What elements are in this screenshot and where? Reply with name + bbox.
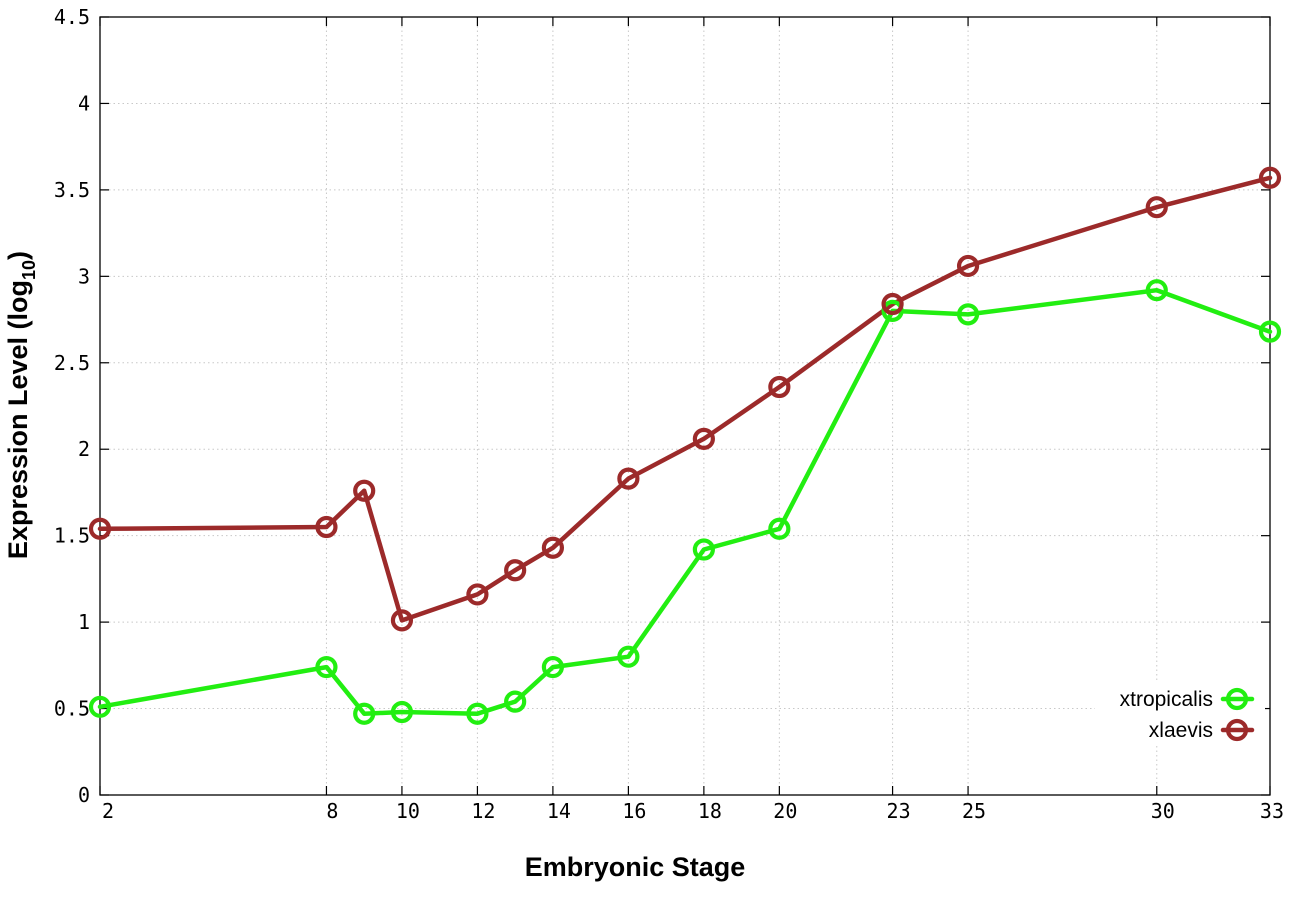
data-point-xtropicalis [956,303,980,326]
plot-frame [99,16,1271,796]
data-point-xlaevis [768,375,791,399]
data-point-xlaevis [466,583,489,606]
data-point-xlaevis [353,479,376,502]
x-tick-label: 12 [471,799,495,823]
y-axis-title-subscript: 10 [19,260,39,280]
data-point-xtropicalis [881,299,904,323]
data-point-xtropicalis [88,695,112,718]
x-tick-label: 2 [102,799,114,823]
series-line-xlaevis [97,175,1273,623]
data-point-xtropicalis [617,645,640,668]
data-point-xlaevis [881,292,904,316]
data-point-xlaevis [504,559,527,582]
y-axis-title: Expression Level (log10) [3,251,39,559]
data-point-xtropicalis [504,690,527,713]
data-point-xlaevis [956,254,980,278]
data-point-xlaevis [541,536,565,559]
y-tick-label: 2.5 [54,351,90,375]
y-tick-label: 0.5 [54,697,90,721]
x-tick-label: 20 [773,799,797,823]
y-axis-title-main: Expression Level (log [3,280,33,559]
data-point-xtropicalis [315,655,338,679]
data-point-xlaevis [315,515,338,539]
x-tick-label: 10 [396,799,420,823]
y-tick-label: 3.5 [54,178,90,202]
y-axis-title-close: ) [3,251,33,260]
x-tick-label: 25 [962,799,986,823]
y-tick-label: 3 [78,264,90,288]
series-line-xtropicalis [97,287,1273,716]
y-tick-label: 1 [78,610,90,634]
x-tick-label: 33 [1260,799,1284,823]
y-tick-label: 4 [78,91,90,115]
x-axis-title: Embryonic Stage [525,852,746,882]
axis-ticks: 0 0.5 1 1.5 2 2.5 3 3.5 4 4.5 2 8 10 12 14 16 18 20 23 25 30… [54,5,1284,823]
data-point-xtropicalis [1258,320,1282,343]
x-tick-label: 16 [622,799,646,823]
legend-marker-xtropicalis [1225,687,1249,711]
y-tick-label: 4.5 [54,5,90,29]
legend-marker-xlaevis [1225,718,1249,742]
data-point-xtropicalis [1145,279,1168,302]
y-tick-label: 0 [78,783,90,807]
data-point-xtropicalis [353,702,376,725]
data-point-xtropicalis [466,702,489,725]
x-tick-label: 18 [698,799,722,823]
data-point-xlaevis [88,517,112,540]
data-point-xlaevis [617,467,640,490]
x-tick-label: 30 [1151,799,1175,823]
data-point-xlaevis [1258,166,1282,189]
legend-label-xlaevis: xlaevis [1149,719,1213,742]
x-tick-label: 23 [887,799,911,823]
legend: xtropicalis xlaevis [1095,681,1265,745]
x-tick-label: 14 [547,799,571,823]
legend-label-xtropicalis: xtropicalis [1120,688,1213,711]
data-point-xtropicalis [692,538,715,561]
data-point-xlaevis [1145,196,1168,219]
y-tick-label: 1.5 [54,524,90,548]
data-point-xlaevis [692,427,715,450]
data-point-xtropicalis [541,655,565,679]
data-point-xtropicalis [390,700,414,724]
y-tick-label: 2 [78,437,90,461]
data-point-xtropicalis [768,517,791,540]
data-point-xlaevis [390,609,414,632]
x-tick-label: 8 [326,799,338,823]
series-layer [88,166,1282,725]
